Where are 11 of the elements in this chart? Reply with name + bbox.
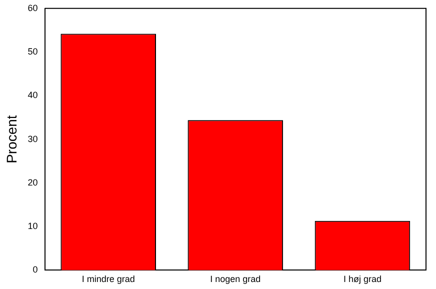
y-tick-label: 30: [28, 134, 38, 144]
y-tick-label: 60: [28, 2, 38, 13]
x-tick-label: I nogen grad: [210, 274, 261, 284]
x-tick-label: I høj grad: [343, 274, 382, 284]
y-tick-label: 10: [28, 221, 38, 232]
x-tick-label: I mindre grad: [82, 274, 135, 284]
y-tick-label: 40: [28, 90, 38, 100]
y-tick-label: 50: [28, 46, 38, 57]
y-tick-label: 0: [32, 264, 38, 275]
y-tick-label: 20: [28, 177, 38, 188]
y-axis-title: Procent: [3, 115, 20, 164]
